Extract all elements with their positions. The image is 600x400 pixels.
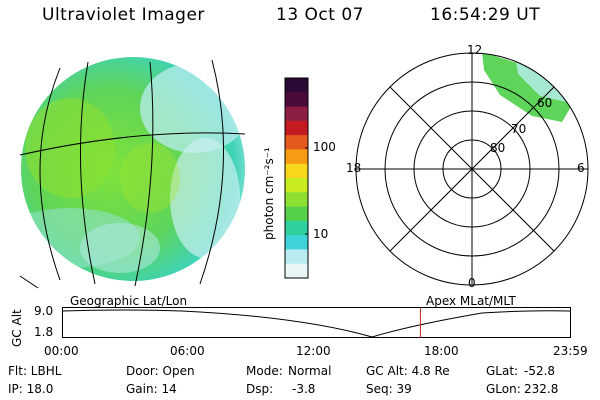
timeline-y-label: GC Alt (10, 309, 24, 347)
colorbar-tick-10: 10 (313, 227, 329, 241)
colorbar-bands (285, 78, 308, 279)
status-mode-value: Normal (288, 364, 332, 378)
colorbar-band (285, 220, 308, 236)
observation-date: 13 Oct 07 (276, 5, 364, 25)
lat-label-60: 60 (537, 96, 553, 110)
status-ip: IP: 18.0 (8, 382, 54, 396)
timeline-y-tick-max: 9.0 (34, 304, 54, 318)
status-dsp-label: Dsp: (246, 382, 274, 396)
colorbar-band (285, 192, 308, 208)
mlt-label-18: 18 (346, 161, 362, 175)
status-mode-label: Mode: (246, 364, 283, 378)
colorbar-frame (284, 77, 309, 279)
observation-time: 16:54:29 UT (430, 5, 541, 25)
colorbar-band (285, 78, 308, 93)
status-door: Door: Open (126, 364, 195, 378)
mlt-label-6: 6 (577, 161, 585, 175)
colorbar (284, 77, 309, 279)
lat-label-80: 80 (490, 141, 506, 155)
time-tick-2359: 23:59 (553, 344, 588, 358)
colorbar-label: photon cm⁻²s⁻¹ (262, 147, 276, 240)
polar-grid (355, 52, 589, 286)
status-glon-label: GLon: (486, 382, 521, 396)
lat-label-70: 70 (511, 122, 527, 136)
polar-plot (355, 52, 589, 286)
colorbar-band (285, 178, 308, 193)
polar-emission-patch (482, 53, 575, 122)
colorbar-band (285, 249, 308, 265)
time-tick-1800: 18:00 (424, 344, 459, 358)
colorbar-band (285, 263, 308, 279)
status-glat-label: GLat: (486, 364, 519, 378)
colorbar-band (285, 235, 308, 250)
mlt-label-12: 12 (467, 43, 483, 57)
geographic-grid (19, 59, 246, 289)
colorbar-band (285, 92, 308, 108)
timeline-y-tick-min: 1.8 (34, 325, 54, 339)
timeline-left-caption: Geographic Lat/Lon (70, 294, 188, 308)
timeline-right-caption: Apex MLat/MLT (426, 294, 516, 308)
colorbar-tick-100: 100 (313, 140, 336, 154)
status-filter: Flt: LBHL (8, 364, 62, 378)
colorbar-band (285, 135, 308, 150)
mlt-label-0: 0 (468, 276, 476, 290)
status-glat-value: -52.8 (524, 364, 556, 378)
timeline-plot (62, 307, 571, 338)
colorbar-band (285, 120, 308, 136)
colorbar-band (285, 149, 308, 165)
altitude-curve (62, 309, 571, 338)
status-dsp-value: -3.8 (292, 382, 316, 396)
status-gc-alt: GC Alt: 4.8 Re (366, 364, 450, 378)
time-tick-0000: 00:00 (44, 344, 79, 358)
status-seq: Seq: 39 (366, 382, 412, 396)
uv-image-panel (19, 57, 246, 289)
status-glon-value: 232.8 (524, 382, 559, 396)
colorbar-band (285, 163, 308, 179)
time-tick-1200: 12:00 (296, 344, 331, 358)
instrument-title: Ultraviolet Imager (42, 5, 205, 25)
colorbar-band (285, 206, 308, 222)
status-gain: Gain: 14 (126, 382, 177, 396)
colorbar-band (285, 106, 308, 122)
time-tick-0600: 06:00 (170, 344, 205, 358)
